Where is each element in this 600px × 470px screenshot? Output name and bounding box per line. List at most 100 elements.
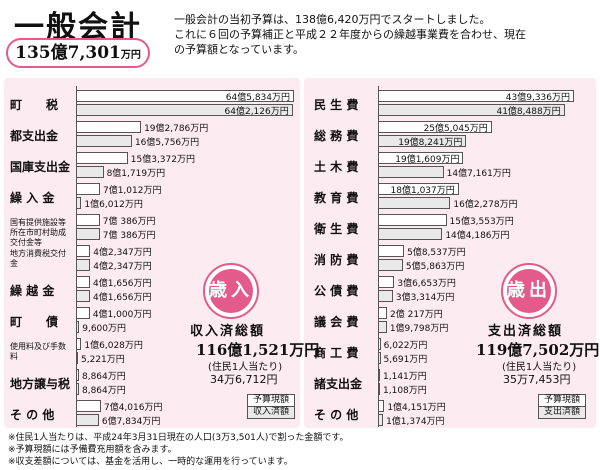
expenditure-settled-value: 5億5,863万円	[405, 262, 465, 272]
revenue-settled-value: 8億1,719万円	[106, 169, 166, 179]
revenue-budget-bar	[76, 152, 128, 164]
expenditure-budget-bar	[378, 276, 395, 288]
expenditure-category-label: そ の 他	[314, 408, 359, 422]
expenditure-settled-value: 3億3,314万円	[395, 293, 455, 303]
expenditure-budget-value: 19億1,609万円	[395, 155, 460, 165]
expenditure-budget-value: 25億5,045万円	[423, 124, 488, 134]
revenue-settled-value: 6億7,834万円	[101, 417, 161, 427]
revenue-summary-value: 116億1,521万円	[196, 341, 320, 359]
expenditure-badge-label: 歳出	[507, 269, 551, 313]
revenue-settled-value: 8,864万円	[81, 386, 126, 396]
footnote: ※住民1人当たりは、平成24年3月31日現在の人口(3万3,501人)で割った金…	[8, 433, 349, 443]
expenditure-category-label: 諸支出金	[314, 377, 363, 391]
revenue-settled-bar	[76, 259, 91, 271]
revenue-budget-bar	[76, 183, 100, 195]
revenue-budget-bar	[76, 245, 91, 257]
intro-line: これに６回の予算補正と平成２２年度からの繰越事業費を合わせ、現在	[174, 28, 526, 41]
expenditure-per-capita-label: (住民1人当たり)	[502, 362, 577, 373]
revenue-budget-value: 4億1,656万円	[93, 279, 152, 289]
revenue-settled-bar	[76, 414, 99, 426]
revenue-settled-bar	[76, 290, 91, 302]
revenue-budget-bar	[76, 369, 79, 381]
expenditure-budget-value: 3億6,653万円	[397, 279, 456, 289]
expenditure-settled-bar	[378, 135, 467, 147]
revenue-budget-bar	[76, 121, 142, 133]
revenue-settled-value: 1億6,012万円	[84, 200, 143, 210]
revenue-budget-bar	[76, 90, 294, 102]
footnote: ※予算現額には予備費充用額を含みます。	[8, 445, 177, 455]
expenditure-settled-value: 41億8,488万円	[496, 107, 561, 117]
revenue-settled-value: 9,600万円	[82, 324, 126, 334]
revenue-category-label: 地方消費税交付金	[10, 249, 66, 268]
total-amount: 135億7,301	[15, 43, 121, 63]
expenditure-settled-bar	[378, 228, 443, 240]
expenditure-budget-value: 6,022万円	[383, 341, 428, 351]
revenue-settled-value: 4億1,656万円	[93, 293, 152, 303]
revenue-budget-value: 7億4,016万円	[103, 403, 163, 413]
expenditure-category-label: 総 務 費	[314, 129, 359, 143]
expenditure-category-label: 議 会 費	[314, 315, 359, 329]
revenue-budget-bar	[76, 338, 82, 350]
expenditure-settled-bar	[378, 104, 565, 116]
expenditure-settled-bar	[378, 197, 451, 209]
revenue-settled-bar	[76, 135, 132, 147]
expenditure-summary-value: 119億7,502万円	[476, 341, 600, 359]
intro-line: 一般会計の当初予算は、138億6,420万円でスタートしました。	[174, 13, 491, 26]
expenditure-settled-value: 16億2,278万円	[453, 200, 518, 210]
expenditure-category-label: 衛 生 費	[314, 222, 359, 236]
expenditure-budget-bar	[378, 307, 388, 319]
revenue-budget-bar	[76, 276, 91, 288]
expenditure-settled-value: 5,691万円	[383, 355, 428, 365]
expenditure-settled-bar	[378, 414, 384, 426]
revenue-budget-value: 7億 386万円	[102, 217, 156, 227]
intro-line: の予算額となっています。	[174, 43, 305, 56]
revenue-budget-value: 7億1,012万円	[102, 186, 162, 196]
revenue-category-label: 都支出金	[10, 129, 59, 143]
expenditure-settled-value: 1億1,374万円	[386, 417, 445, 427]
expenditure-settled-bar	[378, 352, 381, 364]
expenditure-settled-bar	[378, 290, 393, 302]
revenue-badge: 歳入	[203, 263, 259, 319]
expenditure-budget-bar	[378, 214, 447, 226]
expenditure-settled-value: 19億8,241万円	[398, 138, 463, 148]
expenditure-budget-bar	[378, 152, 464, 164]
revenue-budget-value: 64億5,834万円	[225, 93, 290, 103]
expenditure-budget-value: 43億9,336万円	[505, 93, 570, 103]
expenditure-budget-value: 18億1,037万円	[390, 186, 455, 196]
expenditure-settled-value: 1,108万円	[383, 386, 427, 396]
revenue-settled-bar	[76, 228, 100, 240]
revenue-settled-value: 64億2,126万円	[224, 107, 289, 117]
expenditure-per-capita-value: 35万7,453円	[503, 373, 571, 386]
revenue-category-label: 地方譲与税	[10, 377, 71, 391]
expenditure-budget-value: 2億 217万円	[390, 310, 443, 320]
revenue-budget-bar	[76, 400, 101, 412]
expenditure-budget-bar	[378, 183, 459, 195]
expenditure-settled-value: 14億4,186万円	[445, 231, 510, 241]
revenue-panel	[4, 78, 300, 428]
revenue-per-capita-value: 34万6,712円	[210, 373, 278, 386]
revenue-settled-value: 5,221万円	[81, 355, 125, 365]
revenue-budget-bar	[76, 307, 90, 319]
expenditure-settled-value: 1億9,798万円	[389, 324, 449, 334]
expenditure-settled-bar	[378, 259, 403, 271]
expenditure-category-label: 消 防 費	[314, 253, 359, 267]
expenditure-category-label: 商 工 費	[314, 346, 359, 360]
expenditure-budget-bar	[378, 369, 380, 381]
revenue-category-label: 国有提供施設等所在市町村助成交付金等	[10, 218, 66, 247]
revenue-category-label: そ の 他	[10, 408, 55, 422]
revenue-category-label: 国庫支出金	[10, 160, 71, 174]
expenditure-budget-value: 1億4,151万円	[387, 403, 446, 413]
expenditure-budget-bar	[378, 90, 574, 102]
revenue-legend-settled: 収入済額	[247, 406, 295, 419]
revenue-summary-title: 収入済総額	[190, 324, 266, 339]
expenditure-legend-settled: 支出済額	[538, 406, 586, 419]
revenue-category-label: 繰 越 金	[10, 284, 55, 298]
expenditure-category-label: 教 育 費	[314, 191, 359, 205]
footnotes: ※住民1人当たりは、平成24年3月31日現在の人口(3万3,501人)で割った金…	[8, 432, 349, 468]
revenue-settled-bar	[76, 166, 104, 178]
revenue-settled-bar	[76, 197, 82, 209]
expenditure-budget-bar	[378, 121, 492, 133]
revenue-settled-bar	[76, 383, 79, 395]
revenue-category-label: 町 税	[10, 98, 59, 112]
intro-text: 一般会計の当初予算は、138億6,420万円でスタートしました。 これに６回の予…	[174, 12, 594, 57]
